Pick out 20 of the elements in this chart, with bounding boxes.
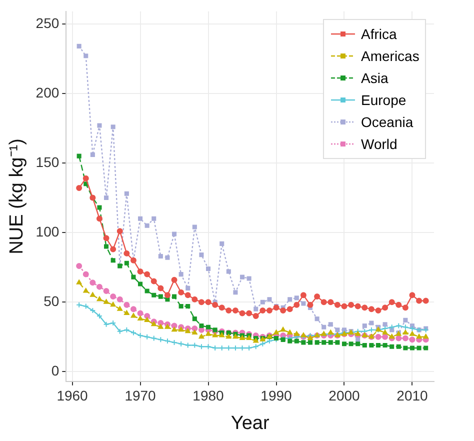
y-tick-label: 50: [44, 292, 60, 309]
x-tick-label: 2010: [396, 388, 428, 404]
x-tick-label: 2000: [328, 388, 360, 404]
legend-label: World: [361, 136, 398, 152]
legend-label: Europe: [361, 92, 406, 108]
y-tick-label: 150: [36, 154, 60, 170]
y-tick-label: 0: [51, 362, 60, 379]
x-tick-label: 1990: [260, 388, 292, 404]
x-axis-title: Year: [230, 412, 270, 434]
x-tick-label: 1980: [192, 388, 224, 404]
y-tick-label: 100: [36, 223, 60, 240]
y-tick-label: 200: [36, 84, 60, 100]
legend-label: Americas: [361, 48, 420, 64]
legend-label: Oceania: [361, 114, 414, 130]
legend-label: Asia: [361, 70, 388, 86]
x-tick-label: 1970: [124, 388, 156, 404]
y-axis-title: NUE (kg kg⁻¹): [6, 138, 28, 254]
y-tick-label: 250: [36, 14, 60, 31]
legend-label: Africa: [361, 26, 397, 42]
x-tick-label: 1960: [56, 388, 88, 404]
